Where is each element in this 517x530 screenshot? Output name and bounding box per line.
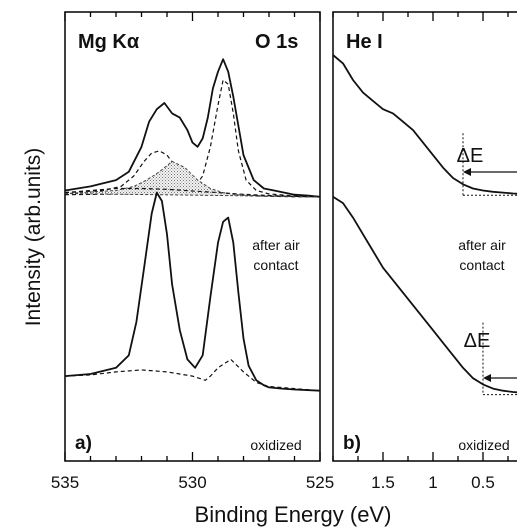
panel-b-label-after-air-line2: contact: [459, 257, 504, 273]
panel-a-label-after-air-line2: contact: [253, 257, 298, 273]
panel-b-title-left: He I: [346, 31, 383, 53]
panel-a-series-6-dashed: [64, 358, 321, 392]
panel-b-label-after-air-line1: after air: [458, 237, 506, 253]
panel-b-series-1-solid: [332, 196, 517, 394]
panel-a-label-oxidized: oxidized: [250, 437, 301, 453]
panel-b-delta-e-2: ΔE: [464, 330, 491, 352]
panel-a-series-2-dashed: [64, 79, 321, 198]
panel-a-marks: [64, 58, 321, 392]
y-axis-label: Intensity (arb.units): [22, 148, 45, 327]
panel-b-series-0-solid: [332, 54, 517, 195]
panel-a-series-5-solid: [64, 191, 321, 392]
panel-b-delta-e-1: ΔE: [457, 145, 484, 167]
panel-a-letter: a): [75, 433, 92, 454]
panel-a-series-0-solid: [64, 58, 321, 198]
panel-b-marks: [332, 54, 517, 396]
panel-b-tick-label: 1.5: [371, 473, 395, 492]
panel-a-tick-label: 535: [51, 473, 79, 492]
panel-b-delta-e-arrowhead-left-1: [483, 374, 491, 382]
panel-b-letter: b): [343, 433, 361, 454]
panel-b-delta-e-arrowhead-left-0: [463, 168, 471, 176]
panel-a-tick-label: 525: [306, 473, 334, 492]
panel-a-title-left: Mg Kα: [78, 31, 140, 53]
panel-a-tick-label: 530: [178, 473, 206, 492]
panel-b-tick-label: 0.5: [471, 473, 495, 492]
panel-a-label-after-air-line1: after air: [252, 237, 300, 253]
panel-b-label-oxidized: oxidized: [458, 437, 509, 453]
panel-a-title-right: O 1s: [255, 31, 298, 53]
panel-a-series-4-dashed: [64, 187, 321, 198]
x-axis-label: Binding Energy (eV): [195, 502, 392, 527]
panel-b-tick-label: 1: [428, 473, 437, 492]
